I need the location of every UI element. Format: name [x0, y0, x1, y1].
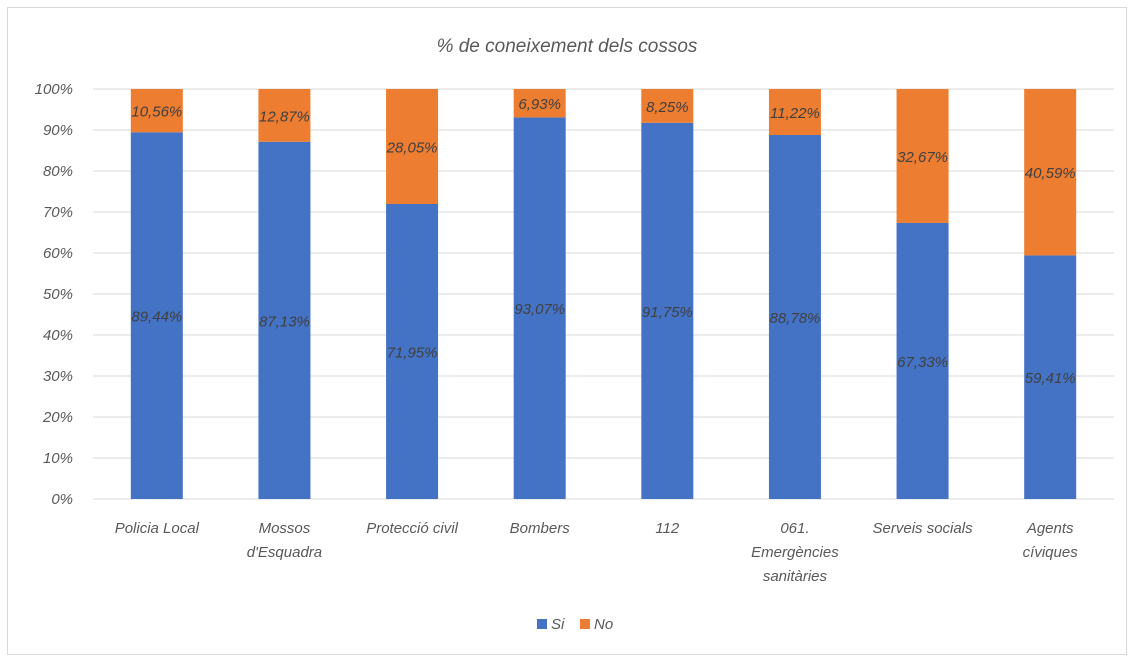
legend-swatch-no — [580, 619, 590, 629]
bar-no-7 — [1024, 89, 1077, 256]
bar-no-1 — [258, 89, 311, 142]
data-label: 89,44% — [131, 309, 182, 326]
data-label: 10,56% — [131, 104, 182, 121]
data-label: 32,67% — [897, 149, 948, 166]
x-tick-label: Protecció civil — [366, 520, 458, 537]
data-label: 59,41% — [1025, 370, 1076, 387]
x-tick-label: Bombers — [510, 520, 571, 537]
bar-no-3 — [513, 89, 566, 118]
y-tick-label: 90% — [43, 122, 73, 139]
y-tick-label: 70% — [43, 204, 73, 221]
x-tick-label: Serveis socials — [873, 520, 974, 537]
legend-swatch-si — [537, 619, 547, 629]
y-tick-label: 40% — [43, 327, 73, 344]
bar-si-0 — [130, 132, 183, 499]
data-label: 6,93% — [518, 96, 561, 113]
data-label: 71,95% — [387, 345, 438, 362]
x-tick-label: Agents cíviques — [1023, 520, 1079, 561]
data-label: 28,05% — [386, 140, 438, 157]
y-axis-ticks: 0% 10% 20% 30% 40% 50% 60% 70% 80% 90% 100% — [35, 81, 73, 508]
bar-no-6 — [896, 89, 949, 223]
bar-no-5 — [768, 89, 821, 136]
x-axis-ticks: Policia Local Mossos d'Esquadra Protecció c… — [115, 520, 1078, 585]
data-label: 40,59% — [1025, 165, 1076, 182]
chart-title: % de coneixement dels cossos — [437, 36, 698, 57]
y-tick-label: 20% — [42, 409, 73, 426]
y-tick-label: 80% — [43, 163, 73, 180]
bar-si-2 — [386, 204, 439, 499]
data-label: 11,22% — [770, 105, 820, 122]
y-tick-label: 0% — [51, 491, 73, 508]
data-label: 12,87% — [259, 108, 310, 125]
x-tick-label: 061. Emergències sanitàries — [751, 520, 839, 585]
y-tick-label: 60% — [43, 245, 73, 262]
bar-si-7 — [1024, 255, 1077, 499]
data-labels: 89,44% 10,56% 87,13% 12,87% 71,95% 28,05% 93,0… — [131, 96, 1075, 387]
gridlines — [93, 88, 1114, 500]
bar-no-2 — [386, 89, 439, 205]
data-label: 88,78% — [770, 310, 821, 327]
bar-si-5 — [768, 135, 821, 499]
legend-label-si: Si — [551, 616, 565, 633]
bar-si-6 — [896, 222, 949, 499]
y-tick-label: 30% — [43, 368, 73, 385]
bar-no-0 — [130, 89, 183, 133]
bar-si-3 — [513, 117, 566, 500]
legend-label-no: No — [594, 616, 613, 633]
y-tick-label: 10% — [43, 450, 73, 467]
data-label: 8,25% — [646, 99, 689, 116]
bar-si-1 — [258, 141, 311, 499]
data-label: 87,13% — [259, 313, 310, 330]
data-label: 91,75% — [642, 304, 693, 321]
x-tick-label: 112 — [655, 520, 680, 537]
x-tick-label: Mossos d'Esquadra — [247, 520, 322, 561]
data-label: 93,07% — [514, 301, 565, 318]
x-tick-label: Policia Local — [115, 520, 200, 537]
legend: Si No — [537, 616, 613, 633]
bar-si-4 — [641, 122, 694, 499]
y-tick-label: 50% — [43, 286, 73, 303]
bars — [130, 89, 1077, 500]
data-label: 67,33% — [897, 354, 948, 371]
y-tick-label: 100% — [35, 81, 73, 98]
bar-no-4 — [641, 89, 694, 123]
